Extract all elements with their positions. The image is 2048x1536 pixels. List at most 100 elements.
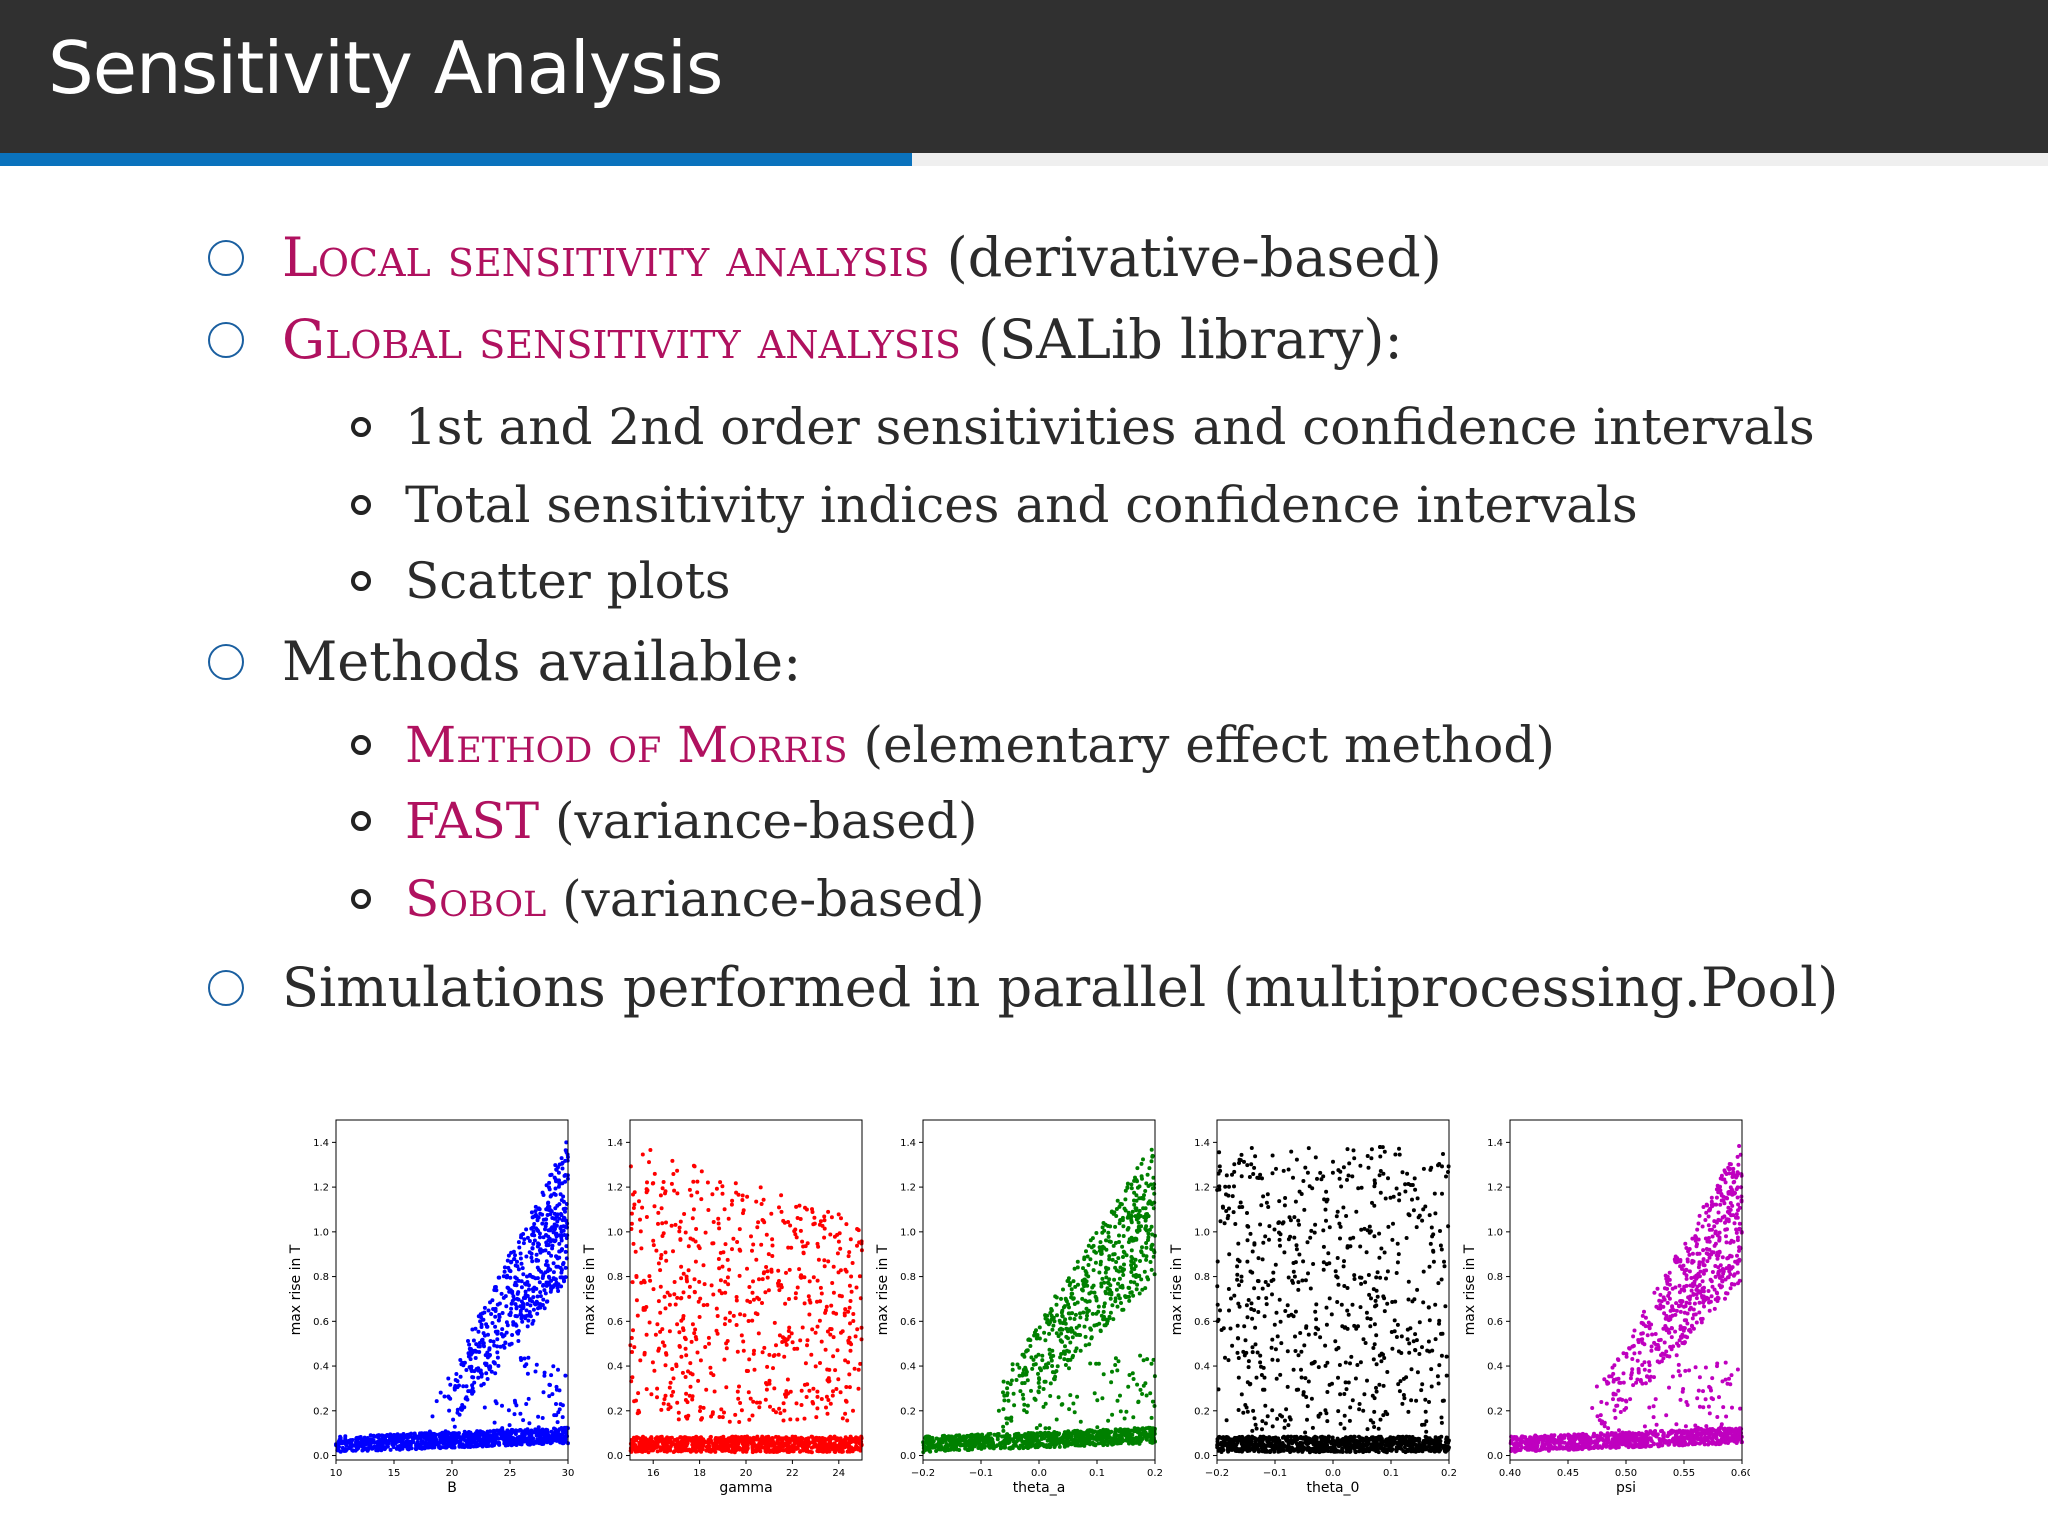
data-point — [1088, 1257, 1093, 1262]
data-point — [822, 1235, 827, 1240]
data-point — [514, 1276, 519, 1281]
data-point — [1137, 1291, 1142, 1296]
data-point — [1078, 1348, 1083, 1353]
data-point — [644, 1387, 649, 1392]
data-point — [760, 1277, 765, 1282]
data-point — [487, 1346, 492, 1351]
data-point — [682, 1335, 687, 1340]
data-point — [557, 1407, 562, 1412]
data-point — [660, 1327, 665, 1332]
data-point — [823, 1442, 827, 1447]
data-point — [711, 1442, 716, 1446]
data-point — [781, 1418, 786, 1423]
data-point — [475, 1434, 480, 1439]
data-point — [559, 1268, 564, 1272]
data-point — [480, 1317, 485, 1322]
data-point — [558, 1181, 563, 1186]
data-point — [1033, 1397, 1038, 1402]
data-point — [518, 1312, 523, 1317]
data-point — [688, 1236, 693, 1241]
data-point — [649, 1436, 654, 1441]
data-point — [752, 1367, 757, 1372]
data-point — [705, 1302, 710, 1307]
data-point — [1132, 1426, 1137, 1431]
data-point — [857, 1274, 862, 1279]
data-point — [1132, 1280, 1137, 1285]
data-point — [657, 1435, 662, 1440]
data-point — [1059, 1310, 1064, 1315]
data-point — [831, 1389, 835, 1394]
data-point — [527, 1250, 532, 1255]
data-point — [514, 1443, 519, 1447]
data-point — [343, 1436, 348, 1441]
data-point — [1133, 1257, 1138, 1262]
data-point — [495, 1344, 500, 1349]
data-point — [1021, 1352, 1026, 1357]
data-point — [806, 1294, 811, 1299]
data-point — [1136, 1225, 1141, 1230]
data-point — [388, 1447, 393, 1452]
data-point — [798, 1228, 803, 1233]
data-point — [1103, 1270, 1108, 1275]
data-point — [729, 1438, 734, 1443]
data-point — [751, 1297, 756, 1302]
data-point — [482, 1305, 487, 1310]
data-point — [652, 1171, 657, 1176]
data-point — [1149, 1159, 1154, 1164]
data-point — [481, 1331, 486, 1336]
data-point — [1036, 1380, 1041, 1385]
data-point — [1098, 1430, 1102, 1435]
data-point — [546, 1243, 551, 1248]
data-point — [524, 1254, 529, 1259]
data-point — [760, 1301, 764, 1305]
data-point — [754, 1400, 759, 1405]
data-point — [518, 1411, 523, 1416]
data-point — [632, 1345, 637, 1350]
data-point — [1116, 1281, 1120, 1286]
data-point — [822, 1264, 827, 1269]
data-point — [694, 1434, 699, 1439]
data-point — [630, 1441, 635, 1446]
data-point — [1115, 1304, 1120, 1309]
data-point — [1086, 1263, 1091, 1267]
data-point — [844, 1399, 849, 1404]
data-point — [675, 1191, 680, 1196]
data-point — [516, 1240, 521, 1245]
data-point — [1060, 1402, 1065, 1407]
data-point — [537, 1231, 542, 1236]
data-point — [767, 1378, 772, 1383]
data-point — [1144, 1257, 1149, 1262]
x-tick-label: 24 — [832, 1468, 845, 1479]
data-point — [722, 1443, 727, 1448]
data-point — [805, 1338, 810, 1343]
data-point — [698, 1358, 703, 1363]
data-point — [776, 1446, 781, 1451]
progress-track — [912, 153, 2048, 166]
data-point — [652, 1368, 657, 1373]
data-point — [447, 1395, 452, 1400]
data-point — [678, 1237, 683, 1242]
data-point — [1117, 1276, 1122, 1281]
data-point — [1055, 1364, 1060, 1369]
data-point — [510, 1299, 515, 1303]
data-point — [559, 1198, 564, 1203]
data-point — [1083, 1343, 1088, 1348]
data-point — [1086, 1243, 1091, 1248]
data-point — [752, 1348, 756, 1353]
data-point — [937, 1445, 942, 1449]
data-point — [711, 1220, 716, 1224]
data-point — [559, 1275, 564, 1280]
data-point — [513, 1302, 518, 1307]
data-point — [695, 1350, 700, 1355]
data-point — [813, 1364, 818, 1369]
data-point — [777, 1288, 782, 1293]
data-point — [509, 1306, 514, 1311]
data-point — [1071, 1438, 1076, 1443]
data-point — [551, 1261, 556, 1266]
data-point — [544, 1233, 548, 1237]
data-point — [1146, 1425, 1151, 1430]
data-point — [548, 1383, 552, 1387]
data-point — [379, 1444, 383, 1449]
data-point — [509, 1341, 514, 1346]
data-point — [647, 1320, 652, 1325]
